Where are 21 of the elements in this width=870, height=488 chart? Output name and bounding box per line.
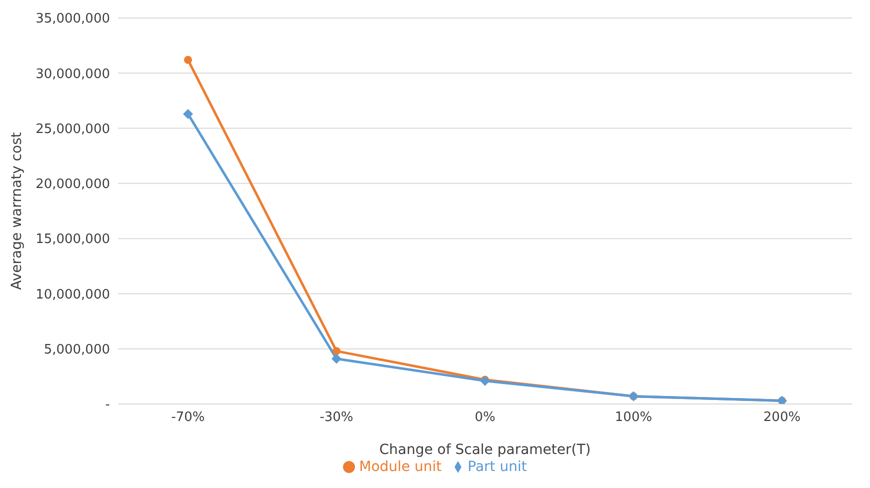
point — [183, 108, 193, 119]
point — [332, 347, 340, 356]
y-tick-label: 25,000,000 — [36, 122, 110, 137]
x-axis-title: Change of Scale parameter(T) — [379, 442, 591, 458]
point — [184, 56, 192, 64]
x-tick-label: -30% — [320, 410, 354, 426]
x-tick-label: 200% — [763, 410, 801, 426]
y-tick-label: 30,000,000 — [36, 66, 110, 82]
y-tick-label: 35,000,000 — [36, 12, 110, 27]
x-tick-label: -70% — [171, 410, 205, 426]
y-tick-label: - — [105, 398, 110, 413]
x-tick-label: 100% — [614, 410, 652, 426]
y-tick-label: 20,000,000 — [36, 177, 110, 192]
legend-label: Module unit — [359, 459, 442, 475]
x-tick-label: 0% — [474, 410, 496, 426]
y-axis-title: Average warrnaty cost — [8, 132, 25, 290]
y-tick-label: 10,000,000 — [36, 287, 110, 302]
y-tick-label: 5,000,000 — [44, 342, 110, 358]
point — [332, 354, 342, 364]
legend-label: Part unit — [468, 459, 527, 475]
y-tick-label: 15,000,000 — [36, 232, 110, 248]
